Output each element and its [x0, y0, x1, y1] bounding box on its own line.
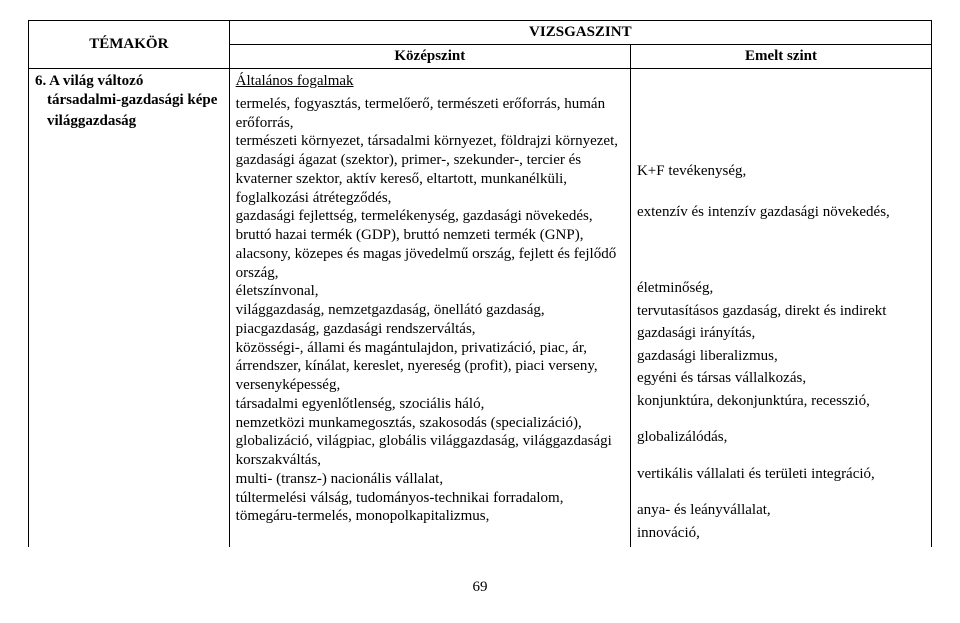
mid-cell: Általános fogalmak termelés, fogyasztás,… — [229, 69, 630, 548]
adv-cell: K+F tevékenység, extenzív és intenzív ga… — [630, 69, 931, 548]
topic-line1: 6. A világ változó — [35, 72, 223, 91]
mid-p6: életszínvonal, — [236, 283, 319, 299]
topic-line3: világgazdaság — [47, 112, 223, 131]
adv-l10: anya- és leányvállalat, — [637, 499, 925, 522]
adv-l2: extenzív és intenzív gazdasági növekedés… — [637, 201, 925, 224]
mid-p10: nemzetközi munkamegosztás, szakosodás (s… — [236, 415, 612, 469]
mid-subhead: Általános fogalmak — [236, 72, 624, 91]
adv-l7: konjunktúra, dekonjunktúra, recesszió, — [637, 390, 925, 413]
adv-l4: tervutasításos gazdaság, direkt és indir… — [637, 300, 925, 345]
adv-l6: egyéni és társas vállalkozás, — [637, 367, 925, 390]
mid-p1: termelés, fogyasztás, termelőerő, termés… — [236, 96, 605, 131]
mid-p9: társadalmi egyenlőtlenség, szociális hál… — [236, 396, 485, 412]
topic-line2: társadalmi-gazdasági képe — [47, 91, 223, 110]
header-topic: TÉMAKÖR — [29, 21, 230, 69]
adv-l1: K+F tevékenység, — [637, 160, 925, 183]
mid-p12: túltermelési válság, tudományos-technika… — [236, 490, 564, 525]
adv-l5: gazdasági liberalizmus, — [637, 345, 925, 368]
adv-l3: életminőség, — [637, 277, 925, 300]
header-adv: Emelt szint — [630, 45, 931, 69]
topic-cell: 6. A világ változó társadalmi-gazdasági … — [29, 69, 230, 548]
content-row: 6. A világ változó társadalmi-gazdasági … — [29, 69, 932, 548]
adv-l9: vertikális vállalati és területi integrá… — [637, 463, 925, 486]
page-number: 69 — [28, 579, 932, 596]
mid-p2: természeti környezet, társadalmi környez… — [236, 133, 618, 149]
mid-p7: világgazdaság, nemzetgazdaság, önellátó … — [236, 302, 545, 337]
mid-p8: közösségi-, állami és magántulajdon, pri… — [236, 340, 598, 394]
mid-p4: gazdasági fejlettség, termelékenység, ga… — [236, 208, 593, 224]
curriculum-table: TÉMAKÖR VIZSGASZINT Középszint Emelt szi… — [28, 20, 932, 547]
header-examlevel: VIZSGASZINT — [229, 21, 931, 45]
header-row-1: TÉMAKÖR VIZSGASZINT — [29, 21, 932, 45]
mid-p5: bruttó hazai termék (GDP), bruttó nemzet… — [236, 227, 617, 281]
adv-spacer — [637, 72, 925, 160]
mid-p11: multi- (transz-) nacionális vállalat, — [236, 471, 443, 487]
adv-l8: globalizálódás, — [637, 426, 925, 449]
adv-l11: innováció, — [637, 522, 925, 545]
header-mid: Középszint — [229, 45, 630, 69]
mid-p3: gazdasági ágazat (szektor), primer-, sze… — [236, 152, 581, 206]
